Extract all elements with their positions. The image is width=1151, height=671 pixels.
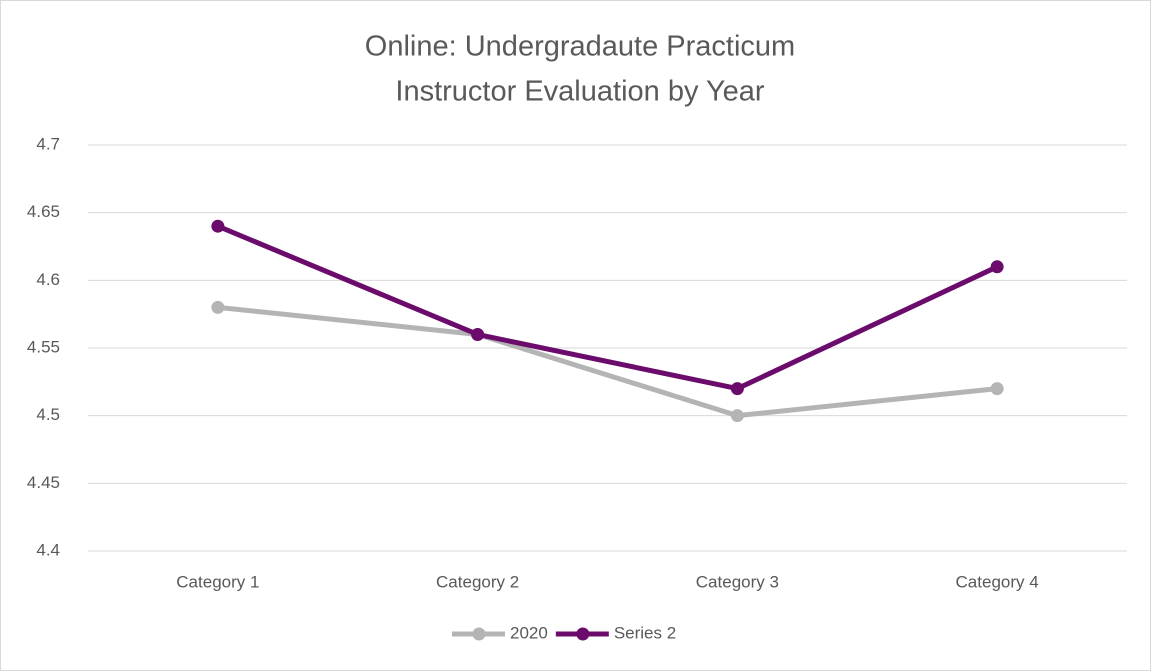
y-tick-label: 4.5	[36, 405, 60, 424]
data-point	[471, 327, 485, 341]
legend-marker	[576, 627, 590, 641]
data-point	[211, 219, 225, 233]
y-tick-label: 4.65	[27, 202, 60, 221]
y-tick-label: 4.7	[36, 134, 60, 153]
legend-marker	[472, 627, 486, 641]
y-tick-label: 4.55	[27, 337, 60, 356]
data-point	[211, 300, 225, 314]
data-point	[730, 382, 744, 396]
data-point	[990, 260, 1004, 274]
legend-label: Series 2	[614, 623, 676, 642]
x-tick-label: Category 2	[436, 572, 519, 591]
legend-label: 2020	[510, 623, 548, 642]
series-line	[217, 304, 998, 419]
series-line	[216, 223, 999, 392]
chart-title: Instructor Evaluation by Year	[395, 76, 765, 108]
x-tick-label: Category 3	[696, 572, 779, 591]
data-point	[730, 409, 744, 423]
x-tick-label: Category 1	[176, 572, 259, 591]
y-tick-label: 4.4	[36, 540, 60, 559]
data-point	[990, 382, 1004, 396]
chart-title: Online: Undergradaute Practicum	[365, 31, 795, 63]
x-tick-label: Category 4	[956, 572, 1039, 591]
y-tick-label: 4.45	[27, 473, 60, 492]
y-tick-label: 4.6	[36, 270, 60, 289]
